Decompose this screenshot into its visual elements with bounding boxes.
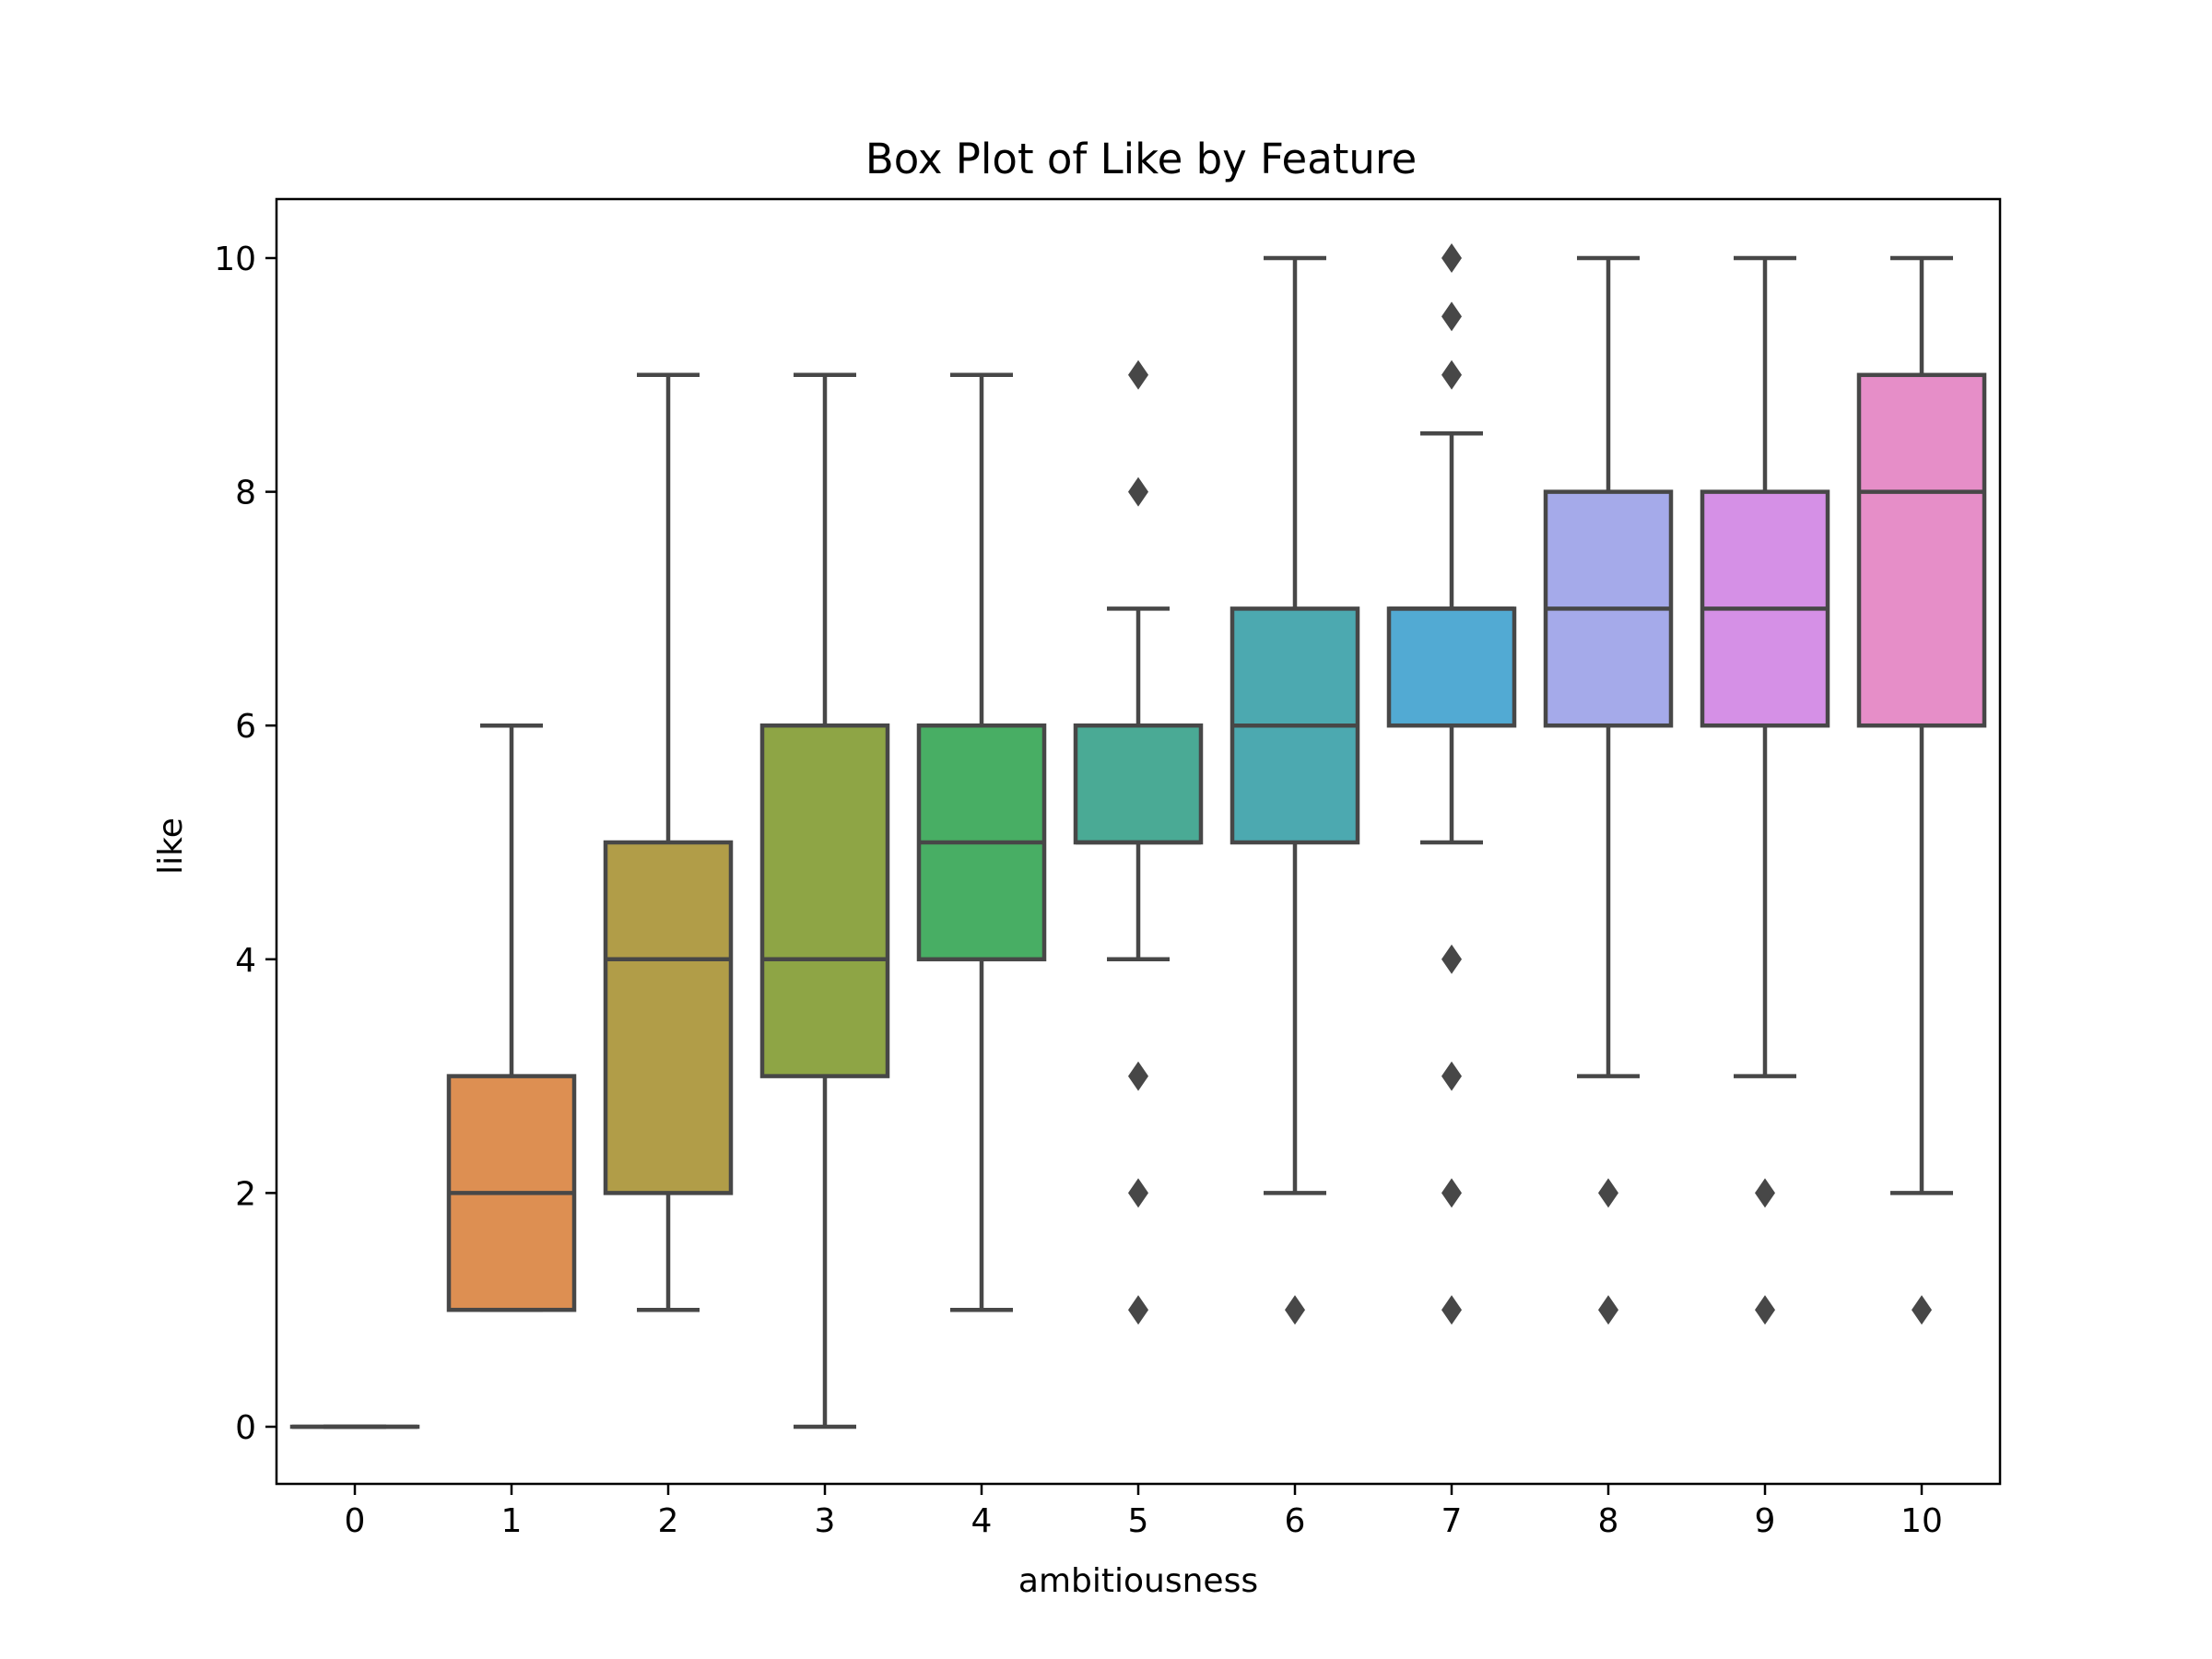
box-group-6 xyxy=(1230,255,1360,1325)
box-7 xyxy=(1386,606,1517,728)
box-5 xyxy=(1073,723,1204,845)
y-tick-label-4: 4 xyxy=(235,942,256,980)
x-tick-label-6: 6 xyxy=(1285,1502,1306,1540)
axis-ticks: 0 1 2 3 4 5 6 7 8 9 10 0 2 4 6 8 10 xyxy=(214,241,1943,1540)
outlier-point-5-3 xyxy=(1128,1178,1148,1208)
outlier-point-9-1 xyxy=(1755,1295,1775,1325)
outlier-point-7-0 xyxy=(1441,243,1462,273)
x-tick-label-1: 1 xyxy=(501,1502,523,1540)
outlier-point-6-0 xyxy=(1285,1295,1305,1325)
chart-title: Box Plot of Like by Feature xyxy=(865,135,1417,183)
outlier-point-7-3 xyxy=(1441,944,1462,974)
outlier-point-7-5 xyxy=(1441,1178,1462,1208)
x-tick-label-8: 8 xyxy=(1598,1502,1619,1540)
outlier-point-9-0 xyxy=(1755,1178,1775,1208)
x-tick-label-4: 4 xyxy=(971,1502,993,1540)
box-group-9 xyxy=(1700,255,1830,1325)
box-group-7 xyxy=(1386,243,1517,1325)
chart-marks xyxy=(289,243,1987,1430)
box-3 xyxy=(759,723,890,1078)
box-group-1 xyxy=(446,723,577,1312)
box-group-5 xyxy=(1073,359,1204,1325)
outlier-point-10-0 xyxy=(1912,1295,1932,1325)
x-tick-label-2: 2 xyxy=(658,1502,679,1540)
box-group-8 xyxy=(1543,255,1674,1325)
outlier-point-8-1 xyxy=(1598,1295,1618,1325)
x-tick-label-5: 5 xyxy=(1128,1502,1149,1540)
y-tick-label-2: 2 xyxy=(235,1175,256,1213)
outlier-point-5-4 xyxy=(1128,1295,1148,1325)
box-group-4 xyxy=(916,372,1047,1312)
outlier-point-7-2 xyxy=(1441,359,1462,390)
box-group-10 xyxy=(1856,255,1987,1325)
outlier-point-7-1 xyxy=(1441,301,1462,332)
x-tick-label-0: 0 xyxy=(345,1502,366,1540)
box-group-3 xyxy=(759,372,890,1430)
box-2 xyxy=(603,840,734,1195)
outlier-point-5-1 xyxy=(1128,477,1148,507)
outlier-point-7-6 xyxy=(1441,1295,1462,1325)
outlier-point-5-0 xyxy=(1128,359,1148,390)
y-tick-label-6: 6 xyxy=(235,708,256,746)
outlier-point-5-2 xyxy=(1128,1061,1148,1091)
x-tick-label-9: 9 xyxy=(1755,1502,1776,1540)
box-10 xyxy=(1856,372,1987,728)
x-tick-label-10: 10 xyxy=(1900,1502,1943,1540)
x-tick-label-3: 3 xyxy=(815,1502,836,1540)
outlier-point-8-0 xyxy=(1598,1178,1618,1208)
y-tick-label-10: 10 xyxy=(214,241,256,278)
x-axis-label: ambitiousness xyxy=(1018,1562,1258,1600)
x-tick-label-7: 7 xyxy=(1441,1502,1463,1540)
box-group-2 xyxy=(603,372,734,1312)
y-tick-label-0: 0 xyxy=(235,1409,256,1447)
outlier-point-7-4 xyxy=(1441,1061,1462,1091)
y-tick-label-8: 8 xyxy=(235,475,256,512)
y-axis-label: like xyxy=(152,818,190,875)
